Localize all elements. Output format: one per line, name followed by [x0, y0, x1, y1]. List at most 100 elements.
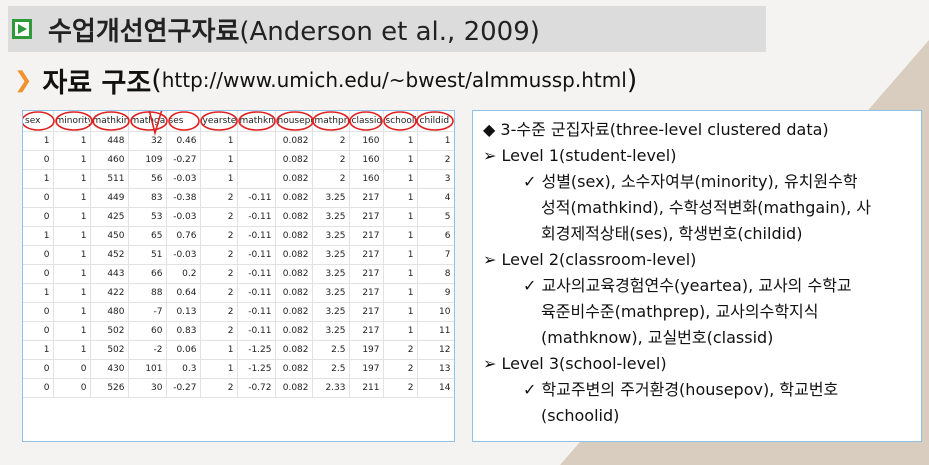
table-cell: 0.76	[166, 226, 201, 246]
table-cell	[237, 150, 276, 170]
table-cell: 217	[349, 207, 384, 227]
slide-title: 수업개선연구자료(Anderson et al., 2009)	[48, 11, 540, 48]
table-cell: 1	[383, 321, 418, 341]
table-cell: 197	[349, 359, 384, 379]
table-row: 0 1 452 51 -0.03 2 -0.11 0.082 3.25 217 1 7	[23, 245, 454, 265]
table-cell: 1	[53, 131, 91, 151]
table-cell: 2	[200, 245, 238, 265]
table-cell: 1	[383, 131, 418, 151]
table-cell: 217	[349, 321, 384, 341]
table-cell: 2	[312, 169, 350, 189]
table-cell: -0.03	[166, 245, 201, 265]
table-cell: 1	[23, 283, 54, 303]
title-citation: (Anderson et al., 2009)	[239, 16, 540, 47]
table-cell: 0.082	[275, 169, 313, 189]
level2-title: ➢ Level 2(classroom-level)	[483, 250, 697, 269]
table-cell: 8	[417, 264, 454, 284]
table-cell: 502	[90, 321, 129, 341]
level2-line1: ✓ 교사의교육경험연수(yeartea), 교사의 수학교	[523, 276, 852, 295]
data-table: sexminoritymathkindmathgainsesyearsteama…	[23, 111, 454, 398]
table-cell: 2	[200, 283, 238, 303]
table-cell: 51	[128, 245, 167, 265]
table-cell: 3.25	[312, 188, 350, 208]
table-cell: 0.082	[275, 340, 313, 360]
subtitle: ❯ 자료 구조 ( http://www.umich.edu/~bwest/al…	[14, 62, 637, 99]
table-cell: 1	[53, 340, 91, 360]
table-cell: 443	[90, 264, 129, 284]
table-row: 0 1 502 60 0.83 2 -0.11 0.082 3.25 217 1 11	[23, 321, 454, 341]
table-cell: 425	[90, 207, 129, 227]
table-cell: 0.082	[275, 264, 313, 284]
table-cell: 1	[53, 264, 91, 284]
table-cell: 480	[90, 302, 129, 322]
table-cell: 1	[200, 150, 238, 170]
table-cell: 160	[349, 169, 384, 189]
table-cell: 2	[200, 226, 238, 246]
table-cell: -0.11	[237, 226, 276, 246]
table-cell: 2	[383, 359, 418, 379]
table-cell: 60	[128, 321, 167, 341]
table-cell: 4	[417, 188, 454, 208]
table-cell: 0.082	[275, 359, 313, 379]
table-row: 0 1 443 66 0.2 2 -0.11 0.082 3.25 217 1 8	[23, 264, 454, 284]
table-cell: -0.27	[166, 150, 201, 170]
table-cell: 217	[349, 264, 384, 284]
table-cell: 1	[53, 321, 91, 341]
table-body: 1 1 448 32 0.46 1 0.082 2 160 1 1 0 1 460 109 -0.27 1 0.0…	[23, 131, 454, 398]
column-header-ses: ses	[166, 111, 201, 132]
table-cell: 2	[417, 150, 454, 170]
table-cell: 0.082	[275, 321, 313, 341]
table-cell: 101	[128, 359, 167, 379]
table-cell: 511	[90, 169, 129, 189]
table-cell: 217	[349, 302, 384, 322]
table-cell: 1	[383, 226, 418, 246]
column-header-sex: sex	[23, 111, 54, 132]
chevron-right-icon: ❯	[14, 67, 33, 93]
level2-line3: (mathknow), 교실번호(classid)	[541, 328, 774, 347]
play-square-icon	[12, 19, 32, 39]
table-cell: 0.082	[275, 207, 313, 227]
table-cell: 1	[383, 283, 418, 303]
table-cell: 0.64	[166, 283, 201, 303]
table-cell: 1	[23, 131, 54, 151]
level1-line3: 회경제적상태(ses), 학생번호(childid)	[541, 224, 803, 243]
description-heading: ◆ 3-수준 군집자료(three-level clustered data)	[483, 120, 829, 139]
table-cell: 2.5	[312, 340, 350, 360]
table-cell: 0	[23, 359, 54, 379]
column-header-mathprep: mathprep	[312, 111, 350, 132]
table-cell: -0.27	[166, 378, 201, 398]
table-cell: 1	[383, 150, 418, 170]
table-row: 1 1 502 -2 0.06 1 -1.25 0.082 2.5 197 2 12	[23, 340, 454, 360]
table-cell: 0.082	[275, 150, 313, 170]
table-cell: 1	[200, 131, 238, 151]
table-cell: 3.25	[312, 283, 350, 303]
table-cell: 2	[200, 378, 238, 398]
table-cell: -0.72	[237, 378, 276, 398]
table-cell: 11	[417, 321, 454, 341]
table-row: 1 1 450 65 0.76 2 -0.11 0.082 3.25 217 1 6	[23, 226, 454, 246]
table-cell: 1	[383, 302, 418, 322]
table-row: 0 1 480 -7 0.13 2 -0.11 0.082 3.25 217 1 10	[23, 302, 454, 322]
column-header-minority: minority	[53, 111, 91, 132]
level1-title: ➢ Level 1(student-level)	[483, 146, 677, 165]
table-cell: 0.082	[275, 378, 313, 398]
table-cell: 0.082	[275, 131, 313, 151]
table-cell: 1	[53, 207, 91, 227]
table-cell: 53	[128, 207, 167, 227]
table-cell: 3.25	[312, 302, 350, 322]
table-cell: 2	[200, 207, 238, 227]
table-cell: 1	[383, 188, 418, 208]
table-cell: 1	[23, 340, 54, 360]
table-cell: 2	[312, 150, 350, 170]
table-cell: 14	[417, 378, 454, 398]
table-cell: 2	[383, 340, 418, 360]
table-cell: 502	[90, 340, 129, 360]
table-cell: 217	[349, 226, 384, 246]
table-cell: 450	[90, 226, 129, 246]
subtitle-open-paren: (	[151, 64, 162, 96]
table-cell: 0	[53, 378, 91, 398]
table-cell: 0.46	[166, 131, 201, 151]
table-cell: 0	[23, 302, 54, 322]
table-cell	[237, 169, 276, 189]
table-cell: 13	[417, 359, 454, 379]
